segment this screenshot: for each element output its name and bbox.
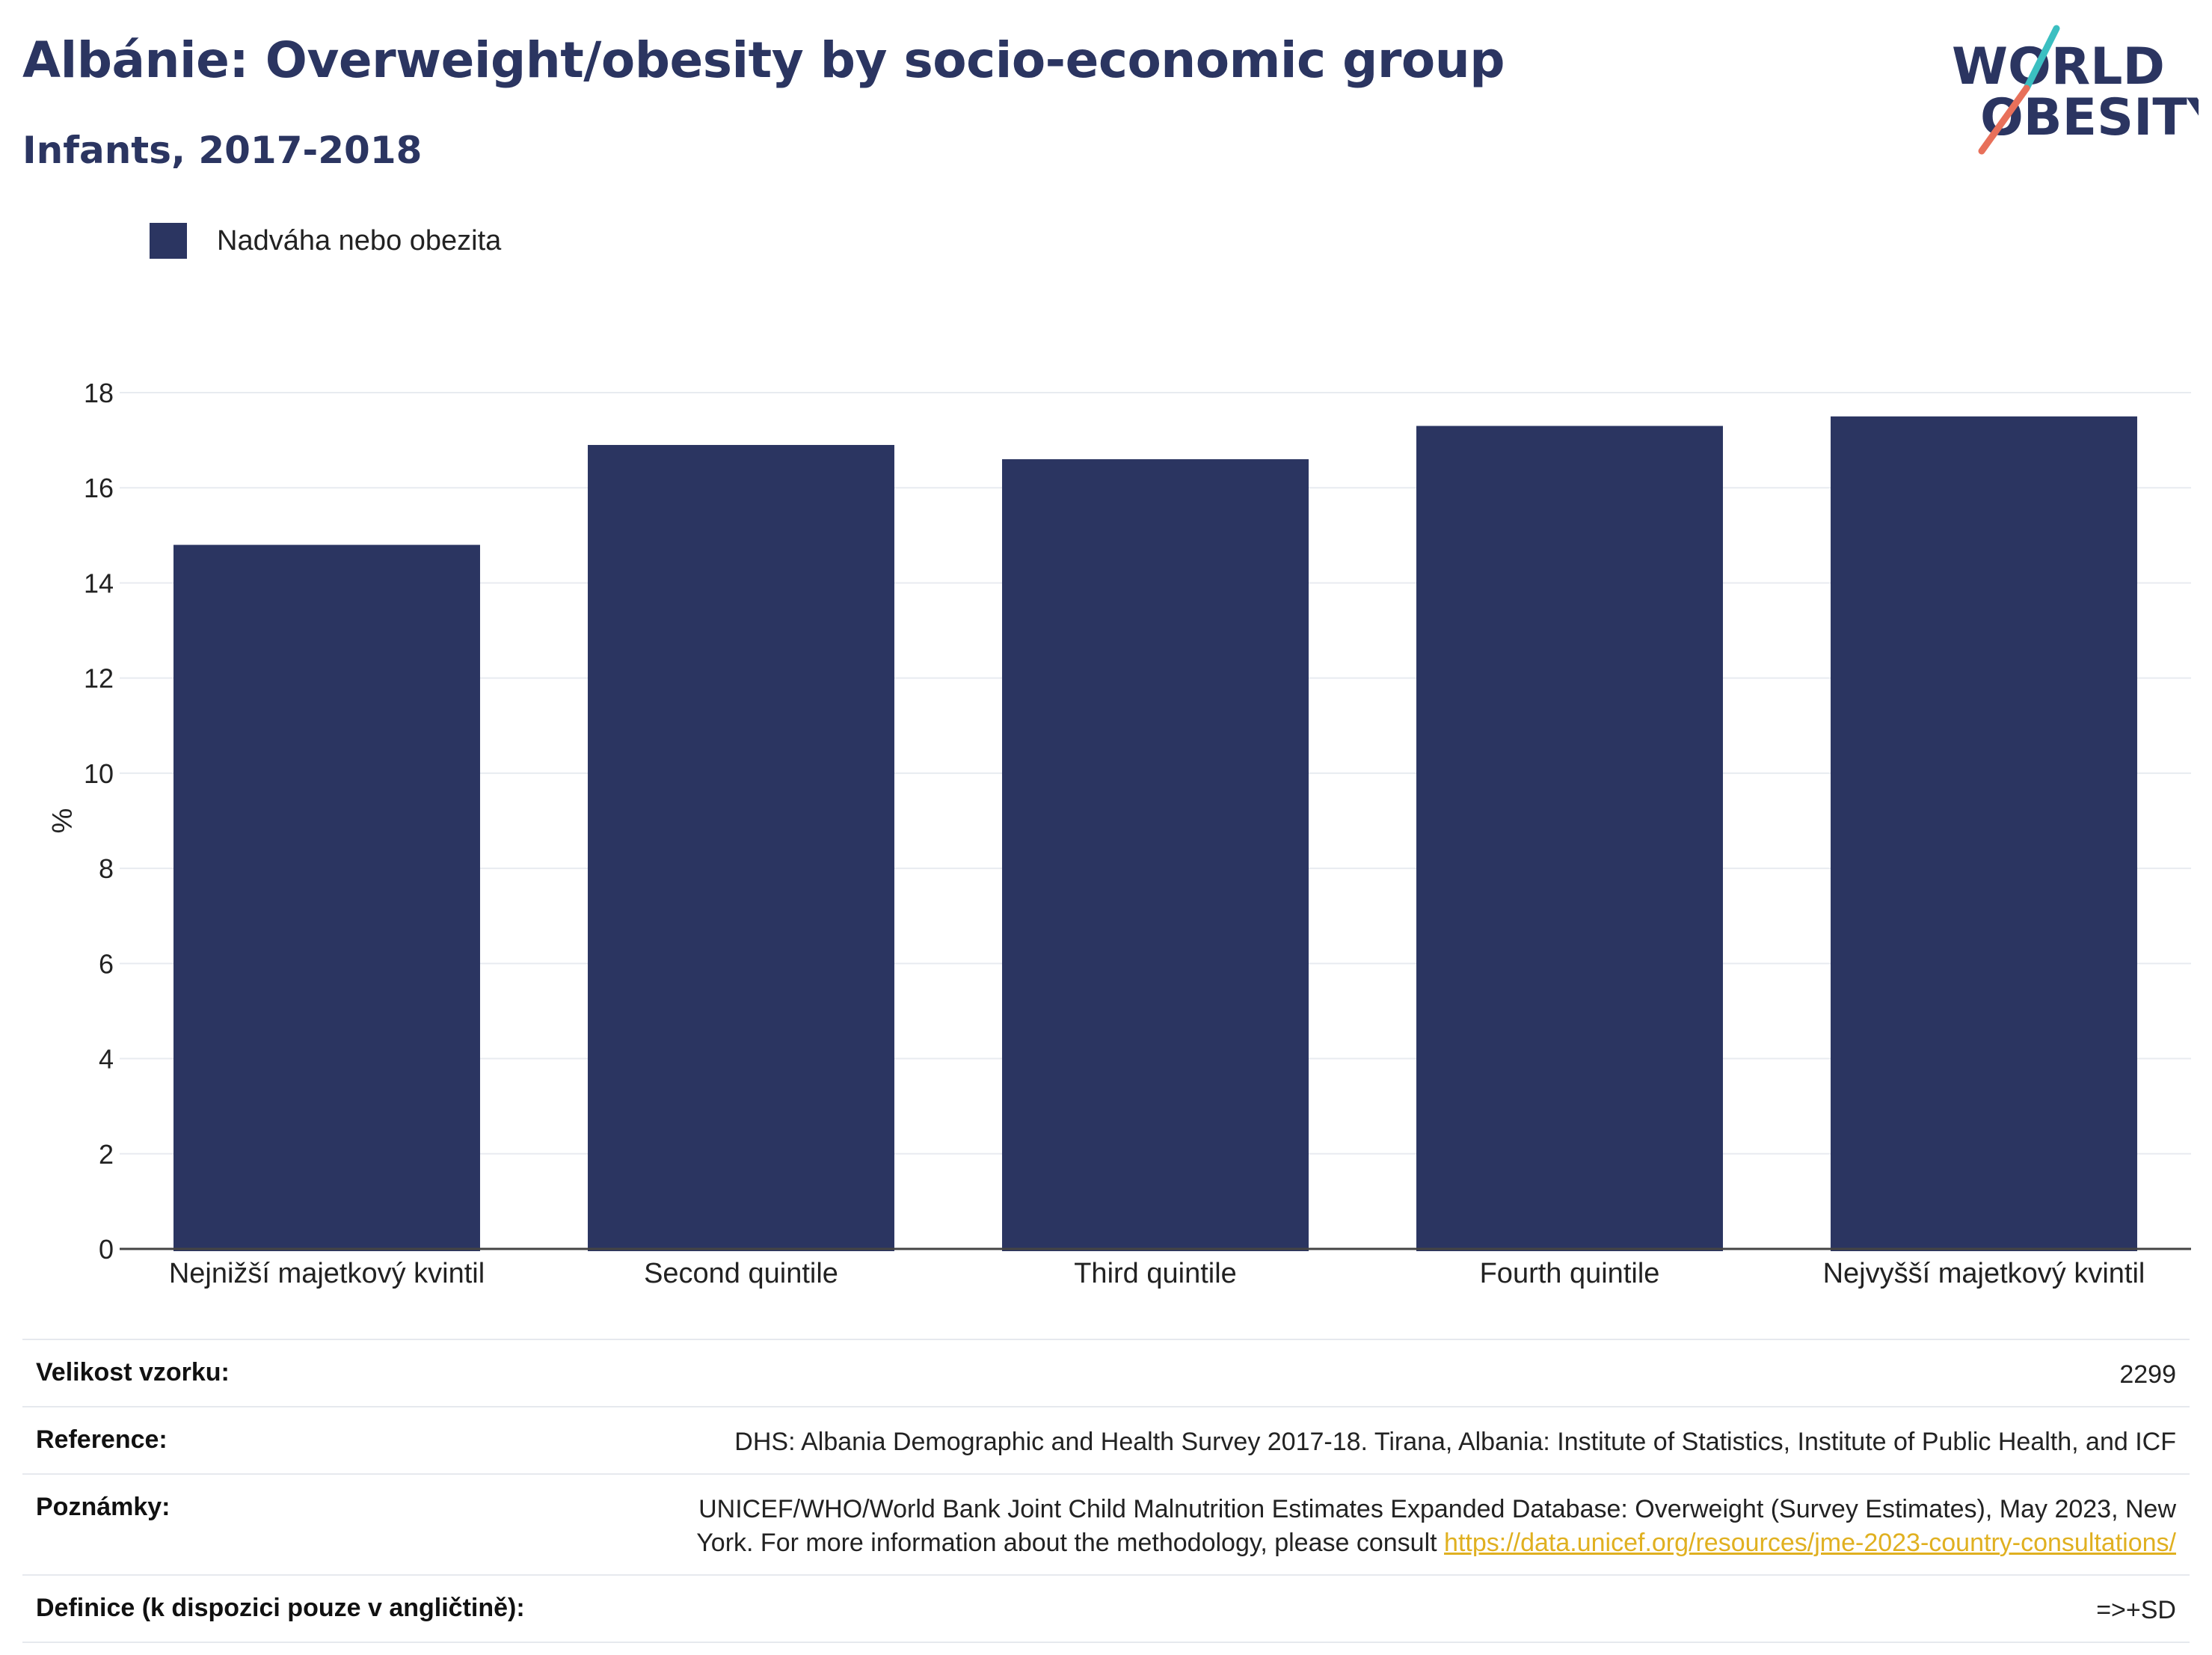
info-row-notes: Poznámky: UNICEF/WHO/World Bank Joint Ch…	[22, 1473, 2190, 1573]
page-subtitle: Infants, 2017-2018	[22, 129, 423, 172]
y-tick-label: 16	[84, 473, 114, 503]
info-row-sample: Velikost vzorku: 2299	[22, 1339, 2190, 1406]
x-tick-label: Third quintile	[1074, 1258, 1237, 1289]
y-tick-label: 2	[99, 1139, 114, 1170]
x-tick-label: Nejnižší majetkový kvintil	[169, 1258, 485, 1289]
legend-label: Nadváha nebo obezita	[217, 224, 502, 257]
logo-slash-coral	[1978, 85, 2030, 155]
y-tick-label: 6	[99, 948, 114, 979]
info-row-reference: Reference: DHS: Albania Demographic and …	[22, 1406, 2190, 1473]
page-title: Albánie: Overweight/obesity by socio-eco…	[22, 31, 1505, 89]
y-tick-label: 12	[84, 663, 114, 694]
notes-text: UNICEF/WHO/World Bank Joint Child Malnut…	[696, 1495, 2176, 1557]
reference-value: DHS: Albania Demographic and Health Surv…	[734, 1428, 2176, 1457]
sample-size-label: Velikost vzorku:	[36, 1358, 230, 1387]
bar	[588, 444, 894, 1252]
reference-label: Reference:	[36, 1425, 168, 1455]
bar-chart: 0 2 4 6 8 10 12 14 16 18% Nejnižší majetkový kvint…	[46, 378, 2191, 1289]
bar	[1002, 459, 1309, 1251]
x-tick-label: Fourth quintile	[1480, 1258, 1660, 1289]
legend-swatch	[150, 223, 187, 259]
legend: Nadváha nebo obezita	[150, 223, 501, 259]
y-tick-label: 14	[84, 568, 114, 598]
bar	[1831, 416, 2137, 1251]
world-obesity-logo: WORLD OBESITY	[1952, 25, 2199, 155]
notes-value: UNICEF/WHO/World Bank Joint Child Malnut…	[636, 1493, 2176, 1559]
definition-label: Definice (k dispozici pouze v angličtině…	[36, 1593, 525, 1622]
logo-slash-teal	[2023, 25, 2060, 92]
info-table: Velikost vzorku: 2299 Reference: DHS: Al…	[22, 1339, 2190, 1643]
bar	[1416, 426, 1723, 1251]
axis-layer: 0 2 4 6 8 10 12 14 16 18% Nejnižší majetkový kvint…	[46, 378, 2191, 1289]
notes-label: Poznámky:	[36, 1493, 170, 1522]
y-tick-label: 0	[99, 1234, 114, 1265]
x-tick-label: Second quintile	[644, 1258, 838, 1289]
y-tick-label: 10	[84, 758, 114, 789]
sample-size-value: 2299	[2119, 1360, 2176, 1389]
definition-value: =>+SD	[2096, 1595, 2176, 1624]
y-axis-label: %	[46, 808, 77, 834]
bars-layer	[173, 416, 2137, 1252]
y-tick-label: 4	[99, 1044, 114, 1075]
notes-link[interactable]: https://data.unicef.org/resources/jme-20…	[1444, 1528, 2176, 1557]
logo-line-2: OBESITY	[1980, 88, 2199, 147]
x-tick-label: Nejvyšší majetkový kvintil	[1823, 1258, 2145, 1289]
y-tick-label: 18	[84, 378, 114, 408]
bar	[173, 544, 480, 1251]
y-tick-label: 8	[99, 853, 114, 884]
logo-line-1: WORLD	[1952, 37, 2165, 96]
info-row-definition: Definice (k dispozici pouze v angličtině…	[22, 1573, 2190, 1643]
